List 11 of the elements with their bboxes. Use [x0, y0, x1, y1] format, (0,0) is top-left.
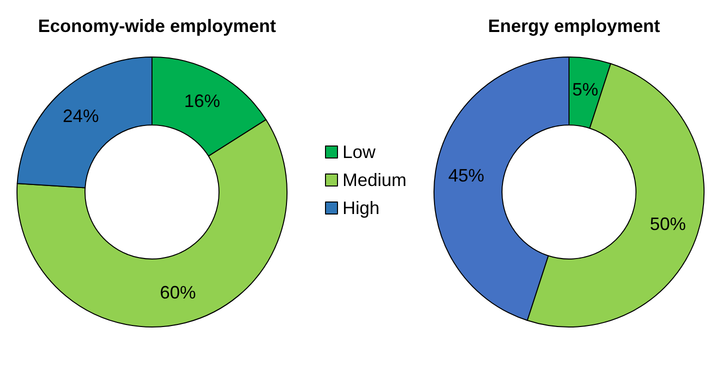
- legend-label: Medium: [342, 170, 407, 190]
- data-label: 5%: [572, 79, 598, 100]
- legend-label: High: [342, 198, 380, 218]
- legend-label: Low: [342, 142, 377, 162]
- data-label: 50%: [650, 214, 686, 234]
- data-label: 60%: [160, 282, 196, 303]
- data-label: 16%: [184, 90, 220, 111]
- data-label: 24%: [62, 106, 99, 126]
- chart-title: Energy employment: [488, 16, 660, 36]
- chart-title: Economy-wide employment: [38, 16, 276, 36]
- data-label: 45%: [448, 166, 484, 186]
